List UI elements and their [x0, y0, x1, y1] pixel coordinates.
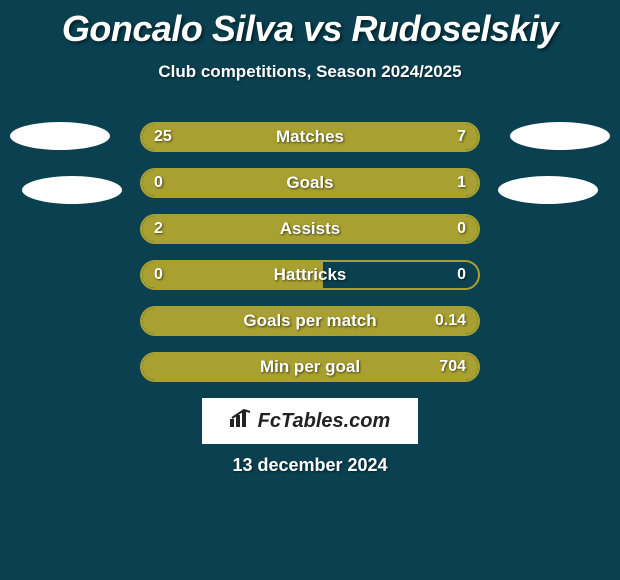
comparison-bars: 25 Matches 7 0 Goals 1 2 Assists 0 0 Hat… [140, 122, 480, 398]
bar-label: Hattricks [142, 262, 478, 288]
bar-value-right: 1 [457, 170, 466, 196]
player-right-ellipse-1 [510, 122, 610, 150]
chart-icon [230, 409, 252, 433]
fctables-logo[interactable]: FcTables.com [202, 398, 418, 444]
bar-label: Min per goal [142, 354, 478, 380]
bar-label: Goals [142, 170, 478, 196]
bar-label: Assists [142, 216, 478, 242]
bar-goals-per-match: Goals per match 0.14 [140, 306, 480, 336]
bar-label: Matches [142, 124, 478, 150]
page-title: Goncalo Silva vs Rudoselskiy [0, 0, 620, 50]
bar-value-right: 0 [457, 262, 466, 288]
date-label: 13 december 2024 [0, 455, 620, 476]
bar-assists: 2 Assists 0 [140, 214, 480, 244]
player-left-ellipse-1 [10, 122, 110, 150]
logo-text: FcTables.com [258, 410, 391, 433]
subtitle: Club competitions, Season 2024/2025 [0, 62, 620, 82]
bar-matches: 25 Matches 7 [140, 122, 480, 152]
bar-value-right: 0.14 [435, 308, 466, 334]
bar-hattricks: 0 Hattricks 0 [140, 260, 480, 290]
player-left-ellipse-2 [22, 176, 122, 204]
bar-value-right: 704 [439, 354, 466, 380]
bar-value-right: 7 [457, 124, 466, 150]
player-right-ellipse-2 [498, 176, 598, 204]
bar-value-right: 0 [457, 216, 466, 242]
bar-label: Goals per match [142, 308, 478, 334]
bar-min-per-goal: Min per goal 704 [140, 352, 480, 382]
bar-goals: 0 Goals 1 [140, 168, 480, 198]
